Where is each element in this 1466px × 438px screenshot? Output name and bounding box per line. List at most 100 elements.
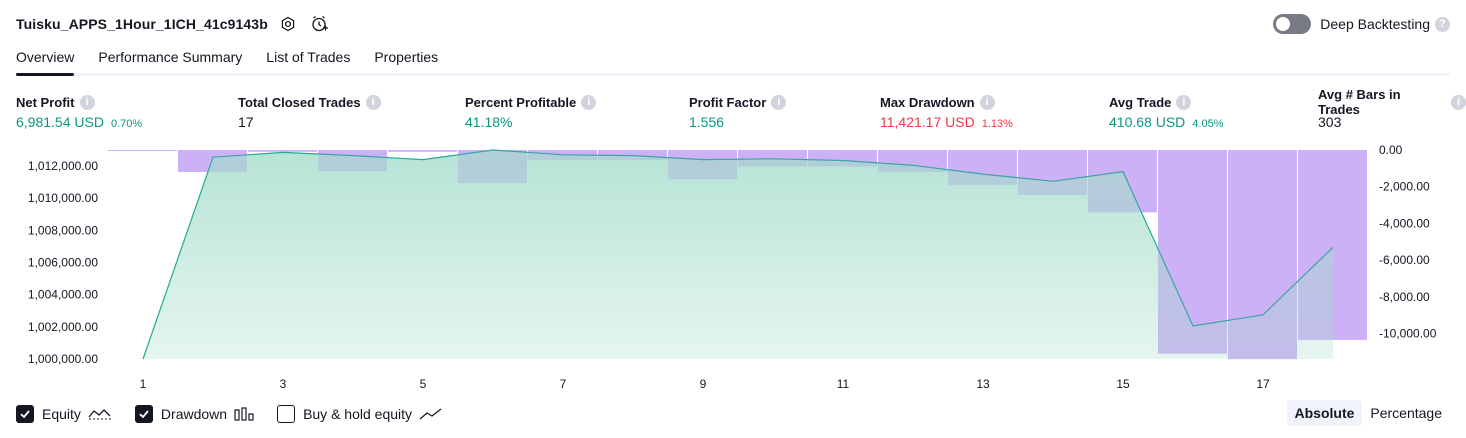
- add-alert-icon[interactable]: [308, 12, 332, 36]
- x-tick-label: 3: [280, 377, 287, 391]
- drawdown-bar-overlay: [738, 150, 807, 167]
- equity-drawdown-chart[interactable]: 1,012,000.00 1,010,000.00 1,008,000.00 1,00…: [0, 140, 1466, 395]
- info-icon[interactable]: i: [979, 94, 995, 110]
- stat-label: Avg Trade: [1109, 94, 1172, 110]
- deep-backtesting: Deep Backtesting ?: [1273, 12, 1450, 36]
- stat-value: 303: [1318, 114, 1342, 130]
- stat-value: 17: [238, 114, 254, 130]
- drawdown-bar-overlay: [1088, 150, 1157, 213]
- stat-label: Profit Factor: [689, 94, 767, 110]
- drawdown-bar-overlay: [178, 150, 247, 173]
- y-right-tick-label: -4,000.00: [1379, 216, 1430, 230]
- stat-avg-trade: Avg Trade i 410.68 USD 4.05%: [1109, 93, 1223, 132]
- y-left-tick-label: 1,000,000.00: [28, 352, 98, 366]
- drawdown-bar-overlay: [458, 150, 527, 184]
- value-mode-switch: Absolute Percentage: [1286, 400, 1451, 426]
- equity-line: [142, 149, 1334, 360]
- equity-line-icon: [87, 406, 113, 422]
- y-right-tick-label: -6,000.00: [1379, 253, 1430, 267]
- y-left-tick-label: 1,002,000.00: [28, 320, 98, 334]
- y-left-tick-label: 1,012,000.00: [28, 159, 98, 173]
- stat-sub-value: 4.05%: [1192, 118, 1224, 130]
- buy-hold-line-icon: [418, 406, 444, 422]
- stat-max-drawdown: Max Drawdown i 11,421.17 USD 1.13%: [880, 93, 1013, 132]
- drawdown-bar-overlay: [248, 150, 317, 152]
- tab-overview[interactable]: Overview: [16, 44, 75, 76]
- drawdown-bar-overlay: [388, 150, 457, 152]
- info-icon[interactable]: i: [365, 94, 381, 110]
- legend-drawdown[interactable]: Drawdown: [134, 405, 255, 423]
- x-tick-label: 1: [140, 377, 147, 391]
- tab-performance-summary[interactable]: Performance Summary: [98, 49, 243, 65]
- drawdown-bar-overlay: [808, 150, 877, 167]
- report-tabs: Overview Performance Summary List of Tra…: [16, 44, 1450, 76]
- info-icon[interactable]: i: [1176, 94, 1192, 110]
- drawdown-bars-icon: [233, 406, 255, 422]
- x-tick-label: 9: [700, 377, 707, 391]
- info-icon[interactable]: i: [581, 94, 597, 110]
- buy-hold-checkbox[interactable]: [277, 405, 296, 423]
- drawdown-bar-overlay: [598, 150, 667, 161]
- y-right-tick-label: -10,000.00: [1379, 326, 1437, 340]
- tab-list-of-trades[interactable]: List of Trades: [266, 49, 351, 65]
- drawdown-bar-overlay: [528, 150, 597, 161]
- x-tick-label: 15: [1116, 377, 1130, 391]
- drawdown-bar-overlay: [1228, 150, 1297, 360]
- deep-backtesting-toggle[interactable]: [1273, 14, 1312, 34]
- stat-value: 6,981.54 USD: [16, 114, 104, 130]
- y-right-tick-label: -8,000.00: [1379, 290, 1430, 304]
- x-tick-label: 5: [420, 377, 427, 391]
- tab-properties[interactable]: Properties: [374, 49, 439, 65]
- help-icon[interactable]: ?: [1435, 16, 1450, 32]
- legend-label: Equity: [42, 406, 81, 422]
- legend-label: Drawdown: [160, 406, 228, 422]
- strategy-header: Tuisku_APPS_1Hour_1ICH_41c9143b: [16, 12, 332, 36]
- y-right-tick-label: -2,000.00: [1379, 180, 1430, 194]
- info-icon[interactable]: i: [79, 94, 95, 110]
- y-left-tick-label: 1,008,000.00: [28, 223, 98, 237]
- deep-backtesting-label: Deep Backtesting: [1320, 16, 1430, 32]
- equity-area: [143, 150, 1333, 359]
- x-tick-label: 7: [560, 377, 567, 391]
- stat-value: 410.68 USD: [1109, 114, 1186, 130]
- drawdown-bar-overlay: [878, 150, 947, 173]
- legend-equity[interactable]: Equity: [16, 405, 113, 423]
- stat-net-profit: Net Profit i 6,981.54 USD 0.70%: [16, 93, 142, 132]
- stat-value: 11,421.17 USD: [880, 114, 975, 130]
- legend-buy-hold-equity[interactable]: Buy & hold equity: [277, 405, 444, 423]
- drawdown-bar: [388, 150, 457, 152]
- drawdown-bar: [108, 150, 177, 151]
- settings-icon[interactable]: [276, 12, 300, 36]
- y-left-tick-label: 1,006,000.00: [28, 256, 98, 270]
- stat-sub-value: 1.13%: [981, 118, 1013, 130]
- legend-label: Buy & hold equity: [303, 406, 413, 422]
- drawdown-bar-overlay: [318, 150, 387, 172]
- y-left-tick-label: 1,004,000.00: [28, 288, 98, 302]
- stat-label: Net Profit: [16, 94, 75, 110]
- percentage-button[interactable]: Percentage: [1370, 405, 1442, 421]
- info-icon[interactable]: i: [1451, 94, 1466, 110]
- info-icon[interactable]: i: [771, 94, 787, 110]
- stat-label: Avg # Bars in Trades: [1318, 87, 1401, 117]
- stat-profit-factor: Profit Factor i 1.556: [689, 93, 787, 132]
- x-tick-label: 11: [837, 377, 850, 391]
- stat-label: Max Drawdown: [880, 94, 975, 110]
- drawdown-bar-overlay: [1298, 150, 1367, 340]
- stat-value: 41.18%: [465, 114, 513, 130]
- stat-avg-bars-in-trades: Avg # Bars in Trades i 303: [1318, 87, 1466, 132]
- toggle-knob: [1276, 17, 1291, 31]
- stat-sub-value: 0.70%: [110, 118, 143, 130]
- stat-percent-profitable: Percent Profitable i 41.18%: [465, 93, 597, 132]
- x-tick-label: 17: [1256, 377, 1270, 391]
- drawdown-bar-overlay: [948, 150, 1017, 185]
- absolute-button[interactable]: Absolute: [1286, 400, 1363, 426]
- x-tick-label: 13: [976, 377, 990, 391]
- drawdown-bar-overlay: [668, 150, 737, 180]
- chart-legend: Equity Drawdown Buy & hold equity: [16, 402, 466, 426]
- stat-total-closed-trades: Total Closed Trades i 17: [238, 93, 381, 132]
- stat-value: 1.556: [689, 114, 725, 130]
- y-left-tick-label: 1,010,000.00: [28, 191, 98, 205]
- drawdown-checkbox[interactable]: [134, 405, 153, 423]
- y-right-tick-label: 0.00: [1379, 143, 1403, 157]
- equity-checkbox[interactable]: [16, 405, 34, 423]
